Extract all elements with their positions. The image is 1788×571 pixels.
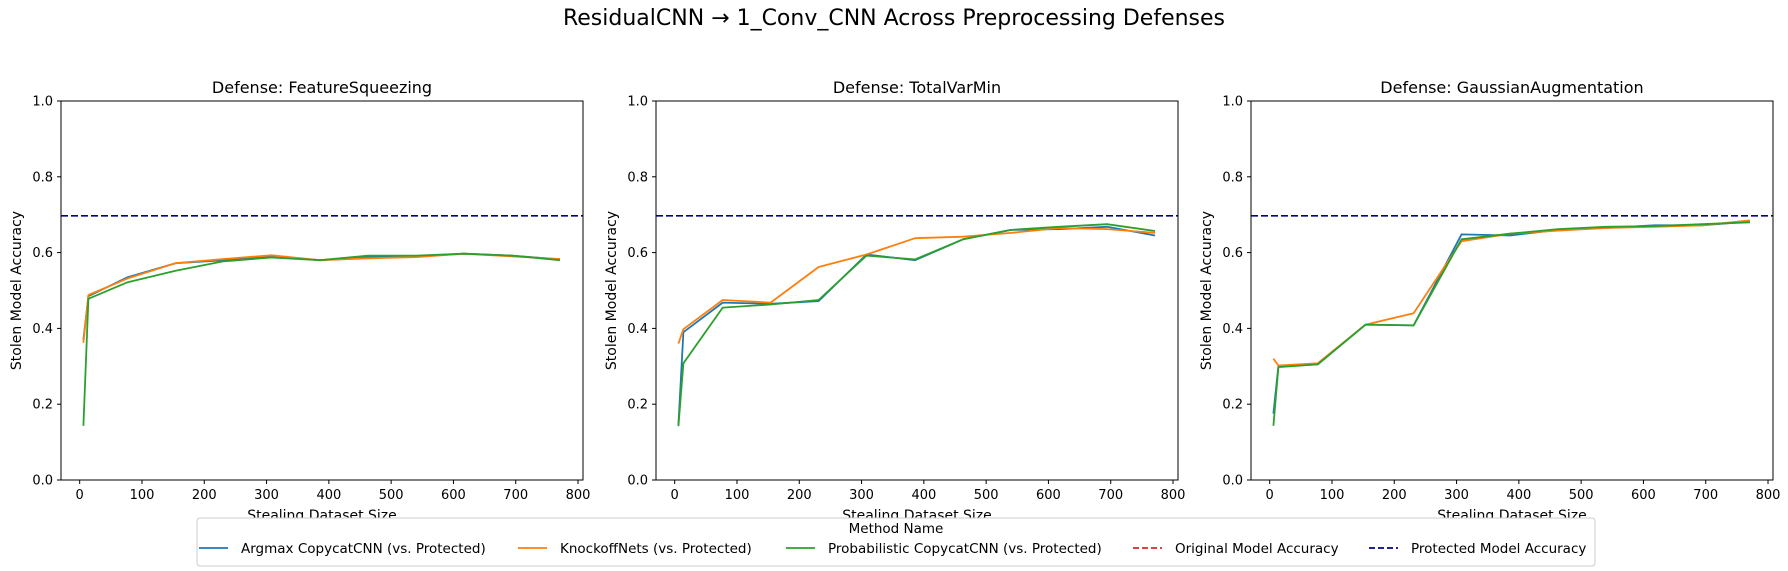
y-axis-label: Stolen Model Accuracy [9,211,25,370]
x-tick-label: 500 [1569,488,1594,503]
y-tick-label: 1.0 [1222,95,1243,110]
x-tick-label: 700 [1693,488,1718,503]
x-tick-label: 500 [379,488,404,503]
legend-entry-3: Probabilistic CopycatCNN (vs. Protected) [786,541,1102,557]
legend-entry-4: Original Model Accuracy [1133,541,1339,557]
x-tick-label: 800 [1161,488,1186,503]
legend-entry-1: Argmax CopycatCNN (vs. Protected) [199,541,486,557]
y-tick-label: 0.0 [1222,474,1243,489]
x-tick-label: 500 [974,488,999,503]
y-tick-label: 0.0 [627,474,648,489]
series-line-2 [1272,219,1751,367]
x-tick-label: 600 [441,488,466,503]
series-line-1 [82,252,561,340]
x-tick-label: 800 [566,488,591,503]
x-tick-label: 300 [849,488,874,503]
legend-title: Method Name [849,521,944,537]
y-tick-label: 0.6 [627,246,648,261]
y-tick-label: 1.0 [627,95,648,110]
y-tick-label: 0.8 [32,170,53,185]
series-line-1 [1272,220,1751,414]
legend-entry-2: KnockoffNets (vs. Protected) [518,541,752,557]
x-tick-label: 300 [254,488,279,503]
legend-label: Argmax CopycatCNN (vs. Protected) [241,541,486,557]
plot-frame [1250,100,1774,481]
x-tick-label: 600 [1631,488,1656,503]
x-tick-label: 200 [787,488,812,503]
y-tick-label: 0.6 [32,246,53,261]
legend-label: Protected Model Accuracy [1411,541,1586,557]
y-tick-label: 0.2 [627,398,648,413]
series-line-2 [677,227,1156,344]
series-line-2 [82,252,561,343]
x-tick-label: 400 [316,488,341,503]
chart-panel-3: Defense: GaussianAugmentation 0.0 0.2 0.4 0.… [1199,78,1780,524]
x-tick-label: 700 [503,488,528,503]
y-tick-label: 1.0 [32,95,53,110]
panel-title: Defense: FeatureSqueezing [212,78,432,97]
chart-panel-2: Defense: TotalVarMin 0.0 0.2 0.4 0.6 0.8 1.0 0 1… [604,78,1185,524]
x-tick-label: 200 [1382,488,1407,503]
legend-frame [196,517,1596,567]
plot-frame [60,100,584,481]
y-tick-label: 0.8 [627,170,648,185]
y-tick-label: 0.8 [1222,170,1243,185]
y-tick-label: 0.4 [627,322,648,337]
series-line-3 [82,252,561,426]
legend-label: Probabilistic CopycatCNN (vs. Protected) [828,541,1102,557]
plot-frame [655,100,1179,481]
x-tick-label: 100 [1320,488,1345,503]
series-line-3 [1272,221,1751,426]
legend-entry-5: Protected Model Accuracy [1369,541,1586,557]
y-tick-label: 0.2 [1222,398,1243,413]
y-axis-label: Stolen Model Accuracy [1199,211,1215,370]
x-tick-label: 100 [725,488,750,503]
series-line-1 [677,225,1156,426]
series-line-3 [677,223,1156,427]
legend-label: Original Model Accuracy [1175,541,1339,557]
x-tick-label: 400 [911,488,936,503]
x-tick-label: 700 [1098,488,1123,503]
legend-label: KnockoffNets (vs. Protected) [560,541,752,557]
x-tick-label: 400 [1506,488,1531,503]
y-tick-label: 0.6 [1222,246,1243,261]
figure-title: ResidualCNN → 1_Conv_CNN Across Preproce… [563,6,1225,31]
panel-title: Defense: GaussianAugmentation [1380,78,1643,97]
y-tick-label: 0.2 [32,398,53,413]
y-tick-label: 0.0 [32,474,53,489]
x-tick-label: 800 [1756,488,1781,503]
x-tick-label: 600 [1036,488,1061,503]
chart-panels: Defense: FeatureSqueezing 0.0 0.2 0.4 0.6 0.8… [9,78,1780,524]
y-axis-label: Stolen Model Accuracy [604,211,620,370]
chart-panel-1: Defense: FeatureSqueezing 0.0 0.2 0.4 0.6 0.8… [9,78,590,524]
x-tick-label: 0 [671,488,679,503]
x-tick-label: 0 [76,488,84,503]
x-tick-label: 300 [1444,488,1469,503]
x-tick-label: 100 [130,488,155,503]
legend: Method Name Argmax CopycatCNN (vs. Prote… [196,517,1596,567]
y-tick-label: 0.4 [32,322,53,337]
legend-entries: Argmax CopycatCNN (vs. Protected) Knockof… [199,541,1586,557]
x-tick-label: 0 [1266,488,1274,503]
x-tick-label: 200 [192,488,217,503]
panel-title: Defense: TotalVarMin [833,78,1001,97]
y-tick-label: 0.4 [1222,322,1243,337]
